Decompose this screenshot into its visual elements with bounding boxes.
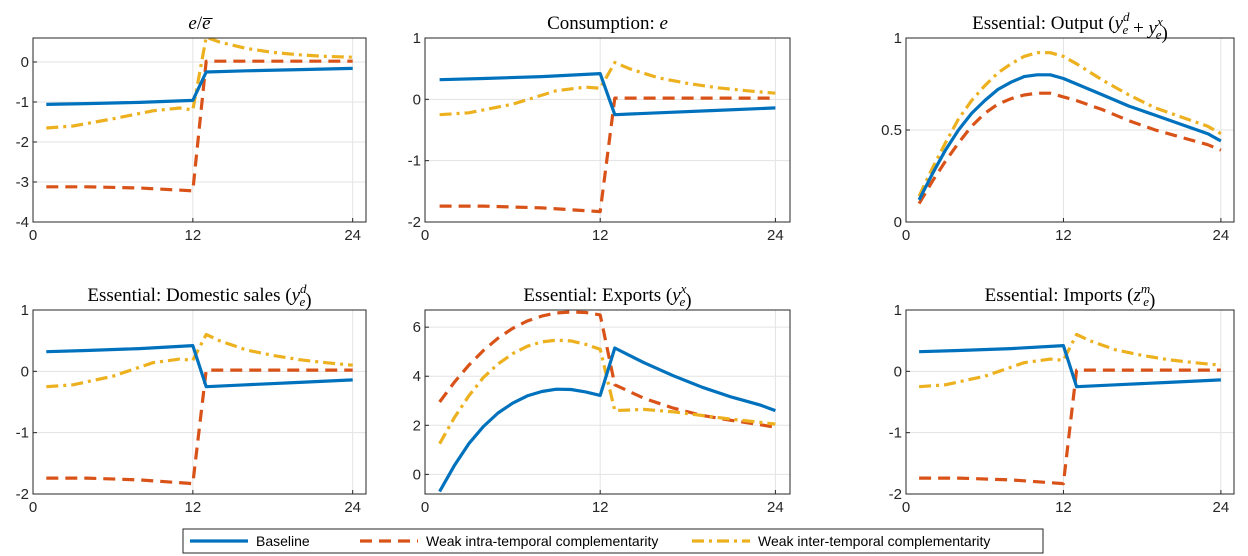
series-line-baseline <box>919 344 1221 389</box>
x-tick-label: 0 <box>902 499 910 516</box>
y-tick-label: 1 <box>21 302 29 319</box>
y-tick-label: 1 <box>894 302 902 319</box>
x-tick-label: 12 <box>592 499 609 516</box>
series-line-inter <box>46 332 353 389</box>
chart-panel-3: 0 12 24 0 0.5 1 Essential: Output (yd e + yx e) <box>881 9 1235 244</box>
chart-panel-4: 0 12 24 -2 -1 0 1 Essential: Domestic sales (yd… <box>16 281 367 516</box>
series-line-baseline <box>917 73 1222 201</box>
x-tick-label: 12 <box>1055 227 1072 244</box>
chart-title: e/e̅ <box>188 13 212 34</box>
y-tick-label: 4 <box>413 368 421 385</box>
series-line-inter <box>438 338 776 445</box>
plot-area <box>425 38 790 222</box>
series-line-inter <box>917 51 1222 197</box>
plot-area <box>33 310 366 494</box>
y-tick-label: -2 <box>408 214 421 231</box>
x-tick-label: 12 <box>184 499 201 516</box>
x-tick-label: 12 <box>592 227 609 244</box>
plot-area <box>906 310 1234 494</box>
plot-area <box>425 310 790 494</box>
y-tick-label: -3 <box>16 174 29 191</box>
x-tick-label: 24 <box>767 499 784 516</box>
x-tick-label: 24 <box>1213 499 1230 516</box>
y-tick-label: -2 <box>16 134 29 151</box>
series-line-baseline <box>438 346 776 493</box>
x-tick-label: 0 <box>29 227 37 244</box>
y-tick-label: 0 <box>894 363 902 380</box>
x-tick-label: 24 <box>344 227 361 244</box>
x-tick-label: 0 <box>421 499 429 516</box>
y-tick-label: -2 <box>889 486 902 503</box>
axes-box <box>905 309 1235 495</box>
series-line-intra <box>46 59 353 193</box>
legend-label-intra: Weak intra-temporal complementarity <box>426 533 658 549</box>
series-line-baseline <box>46 66 353 106</box>
x-tick-label: 0 <box>902 227 910 244</box>
x-tick-label: 24 <box>1213 227 1230 244</box>
series-line-inter <box>439 60 776 117</box>
y-tick-label: -1 <box>16 425 29 442</box>
series-line-intra <box>439 96 776 214</box>
series-line-intra <box>917 91 1222 205</box>
series-line-inter <box>46 38 353 130</box>
series-line-baseline <box>439 72 776 117</box>
legend-label-baseline: Baseline <box>256 533 310 549</box>
y-tick-label: 0 <box>894 214 902 231</box>
x-tick-label: 12 <box>1055 499 1072 516</box>
y-tick-label: 1 <box>894 30 902 47</box>
y-tick-label: 0 <box>21 363 29 380</box>
series-line-intra <box>919 368 1221 486</box>
chart-title: Essential: Imports (zm e) <box>985 281 1156 311</box>
series-line-inter <box>918 332 1222 389</box>
chart-title: Essential: Exports (yx e) <box>523 281 691 311</box>
y-tick-label: -1 <box>408 153 421 170</box>
series-line-intra <box>438 310 776 429</box>
legend: Baseline Weak intra-temporal complementar… <box>182 528 1044 554</box>
axes-box <box>424 37 791 223</box>
x-tick-label: 0 <box>29 499 37 516</box>
axes-box <box>32 37 367 223</box>
chart-title: Consumption: e <box>547 13 668 34</box>
y-tick-label: 6 <box>413 319 421 336</box>
y-tick-label: -2 <box>16 486 29 503</box>
x-tick-label: 12 <box>184 227 201 244</box>
legend-box <box>182 528 1044 554</box>
y-tick-label: 0 <box>413 91 421 108</box>
chart-panel-1: 0 12 24 -4 -3 -2 -1 0 e/e̅ <box>16 13 367 244</box>
x-tick-label: 0 <box>421 227 429 244</box>
axes-box <box>424 309 791 495</box>
x-tick-label: 24 <box>767 227 784 244</box>
series-line-intra <box>46 368 353 486</box>
y-tick-label: -4 <box>16 214 29 231</box>
chart-panel-2: 0 12 24 -2 -1 0 1 Consumption: e <box>408 13 791 244</box>
axes-box <box>32 309 367 495</box>
y-tick-label: 1 <box>413 30 421 47</box>
y-tick-label: 2 <box>413 417 421 434</box>
y-tick-label: -1 <box>889 425 902 442</box>
series-line-baseline <box>46 344 353 389</box>
legend-label-inter: Weak inter-temporal complementarity <box>758 533 990 549</box>
chart-title: Essential: Domestic sales (yd e) <box>87 281 311 311</box>
y-tick-label: 0 <box>21 54 29 71</box>
y-tick-label: -1 <box>16 94 29 111</box>
chart-title: Essential: Output (yd e + yx e) <box>972 9 1168 44</box>
y-tick-label: 0.5 <box>881 122 902 139</box>
chart-panel-6: 0 12 24 -2 -1 0 1 Essential: Imports (zm e) <box>889 281 1235 516</box>
y-tick-label: 0 <box>413 466 421 483</box>
x-tick-label: 24 <box>344 499 361 516</box>
